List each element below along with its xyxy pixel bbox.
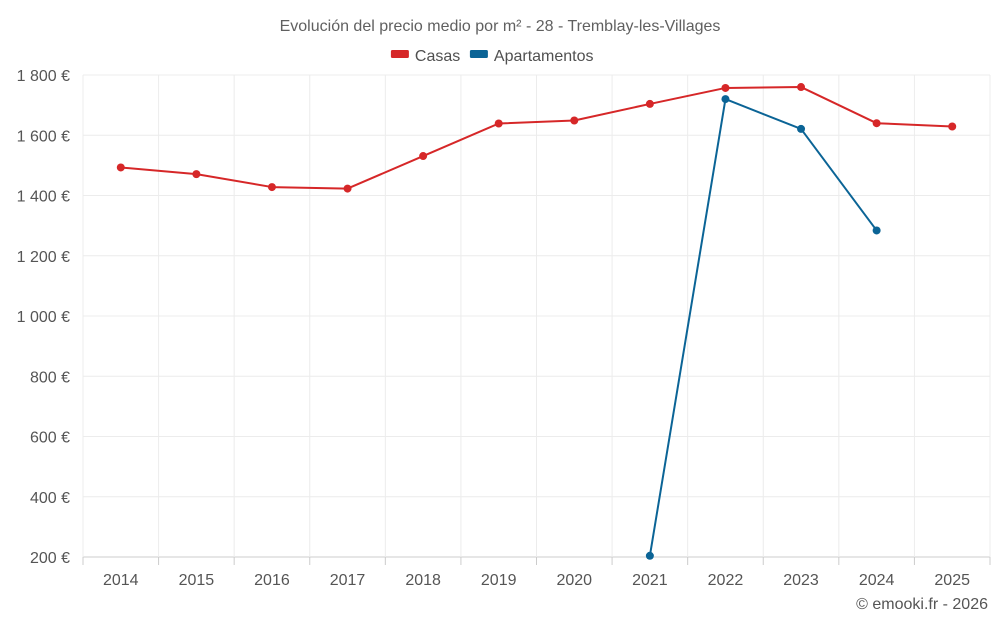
x-tick-label: 2024	[859, 572, 895, 589]
x-tick-label: 2025	[934, 572, 970, 589]
x-tick-label: 2017	[330, 572, 366, 589]
x-tick-label: 2018	[405, 572, 441, 589]
data-point[interactable]	[797, 124, 806, 133]
data-point[interactable]	[645, 99, 654, 108]
y-tick-label: 200 €	[30, 550, 70, 567]
series-line-apartamentos	[648, 98, 878, 556]
data-point[interactable]	[872, 226, 881, 235]
y-tick-label: 1 000 €	[17, 309, 70, 326]
y-tick-label: 800 €	[30, 369, 70, 386]
x-tick-label: 2019	[481, 572, 517, 589]
data-point[interactable]	[872, 119, 881, 128]
data-point[interactable]	[797, 83, 806, 92]
x-tick-label: 2022	[708, 572, 744, 589]
data-point[interactable]	[116, 163, 125, 172]
x-axis: 2014 2015 2016 2017 2018 2019 2020 2021 2022 2023…	[82, 557, 991, 589]
x-tick-label: 2021	[632, 572, 668, 589]
series-line-casas	[120, 86, 953, 190]
data-point[interactable]	[570, 116, 579, 125]
x-tick-label: 2015	[179, 572, 215, 589]
x-tick-label: 2016	[254, 572, 290, 589]
data-point[interactable]	[645, 551, 654, 560]
y-tick-label: 1 600 €	[17, 128, 70, 145]
legend-item-apartamentos[interactable]: Apartamentos	[469, 48, 594, 65]
chart-title: Evolución del precio medio por m² - 28 -…	[280, 18, 721, 35]
y-tick-label: 400 €	[30, 490, 70, 507]
data-point[interactable]	[948, 122, 957, 131]
legend-label: Casas	[415, 48, 460, 65]
legend-label: Apartamentos	[494, 48, 594, 65]
y-tick-label: 1 200 €	[17, 249, 70, 266]
grid	[82, 74, 991, 558]
y-axis: 200 € 400 € 600 € 800 € 1 000 € 1 200 € 1 400 …	[17, 68, 70, 567]
data-point[interactable]	[721, 95, 730, 104]
x-tick-label: 2020	[556, 572, 592, 589]
credit-text: © emooki.fr - 2026	[856, 596, 988, 613]
data-point[interactable]	[721, 83, 730, 92]
y-tick-label: 1 800 €	[17, 68, 70, 85]
data-point[interactable]	[267, 183, 276, 192]
y-tick-label: 1 400 €	[17, 189, 70, 206]
legend-item-casas[interactable]: Casas	[390, 48, 460, 65]
legend-swatch	[469, 50, 488, 58]
series	[116, 83, 957, 560]
series-casas	[116, 83, 957, 193]
data-point[interactable]	[494, 119, 503, 128]
y-tick-label: 600 €	[30, 430, 70, 447]
series-apartamentos	[645, 95, 881, 560]
data-point[interactable]	[192, 170, 201, 179]
legend: Casas Apartamentos	[390, 48, 594, 65]
data-point[interactable]	[419, 152, 428, 161]
x-tick-label: 2014	[103, 572, 139, 589]
legend-swatch	[390, 50, 409, 58]
data-point[interactable]	[343, 184, 352, 193]
x-tick-label: 2023	[783, 572, 819, 589]
